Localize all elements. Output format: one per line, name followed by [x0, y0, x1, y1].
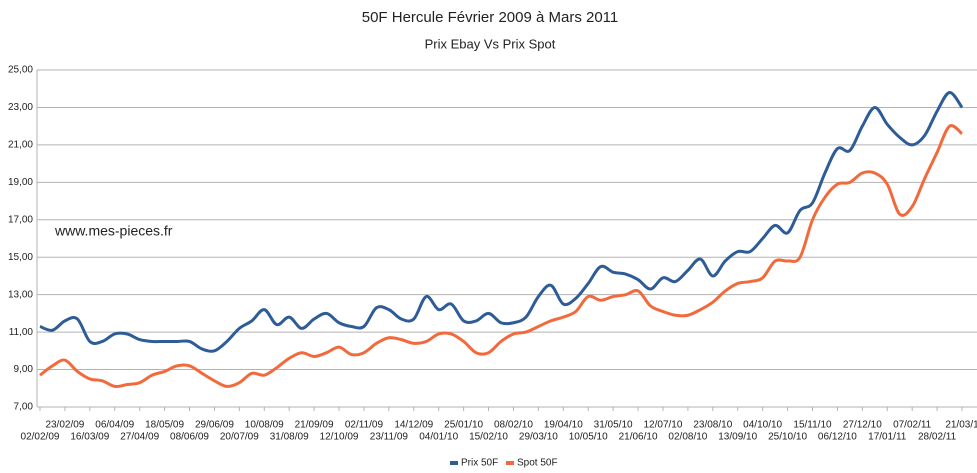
line-series	[39, 124, 963, 389]
x-tick-label: 17/01/11	[868, 432, 907, 443]
y-tick-label: 21,00	[8, 140, 33, 151]
x-tick-label: 28/02/11	[918, 432, 957, 443]
x-tick-label: 12/07/10	[644, 420, 683, 431]
y-tick-label: 11,00	[9, 327, 34, 338]
x-tick-label: 15/11/10	[793, 420, 832, 431]
legend-swatch	[506, 461, 514, 465]
y-tick-label: 19,00	[8, 177, 33, 188]
x-tick-label: 07/02/11	[893, 420, 932, 431]
x-tick-label: 08/02/10	[494, 420, 533, 431]
x-tick-label: 20/07/09	[220, 432, 259, 443]
x-tick-label: 29/06/09	[195, 420, 234, 431]
x-tick-label: 08/06/09	[170, 432, 209, 443]
line-series	[39, 90, 964, 353]
x-tick-label: 31/05/10	[594, 420, 633, 431]
x-tick-label: 23/11/09	[370, 432, 409, 443]
x-tick-label: 29/03/10	[519, 432, 558, 443]
legend-label: Prix 50F	[461, 458, 498, 469]
x-tick-label: 27/04/09	[120, 432, 159, 443]
x-tick-label: 23/02/09	[45, 420, 84, 431]
x-tick-label: 21/06/10	[619, 432, 658, 443]
x-tick-label: 10/05/10	[569, 432, 608, 443]
x-tick-label: 04/01/10	[419, 432, 458, 443]
x-tick-label: 21/03/1	[945, 420, 977, 431]
x-tick-label: 10/08/09	[245, 420, 284, 431]
y-tick-label: 23,00	[8, 102, 33, 113]
x-tick-label: 16/03/09	[70, 432, 109, 443]
x-tick-label: 15/02/10	[469, 432, 508, 443]
x-tick-label: 06/12/10	[818, 432, 857, 443]
y-tick-label: 17,00	[8, 214, 33, 225]
x-tick-label: 31/08/09	[270, 432, 309, 443]
x-tick-label: 19/04/10	[544, 420, 583, 431]
y-tick-label: 15,00	[8, 252, 33, 263]
x-tick-label: 23/08/10	[693, 420, 732, 431]
x-tick-label: 25/01/10	[444, 420, 483, 431]
x-tick-label: 02/02/09	[21, 432, 60, 443]
y-tick-label: 7,00	[14, 402, 34, 413]
legend-label: Spot 50F	[517, 458, 558, 469]
x-tick-label: 25/10/10	[768, 432, 807, 443]
x-tick-label: 18/05/09	[145, 420, 184, 431]
chart-subtitle: Prix Ebay Vs Prix Spot	[425, 36, 556, 51]
y-tick-label: 9,00	[14, 364, 34, 375]
chart-title: 50F Hercule Février 2009 à Mars 2011	[362, 9, 619, 26]
x-tick-label: 13/09/10	[718, 432, 757, 443]
x-tick-label: 12/10/09	[320, 432, 359, 443]
y-tick-label: 25,00	[8, 65, 33, 76]
x-tick-label: 02/11/09	[345, 420, 384, 431]
y-tick-label: 13,00	[8, 289, 33, 300]
x-tick-label: 04/10/10	[743, 420, 782, 431]
annotation: www.mes-pieces.fr	[54, 223, 173, 239]
x-tick-label: 02/08/10	[668, 432, 707, 443]
x-tick-label: 21/09/09	[295, 420, 334, 431]
x-tick-label: 06/04/09	[95, 420, 134, 431]
x-tick-label: 14/12/09	[394, 420, 433, 431]
x-tick-label: 27/12/10	[843, 420, 882, 431]
legend-swatch	[450, 461, 458, 465]
